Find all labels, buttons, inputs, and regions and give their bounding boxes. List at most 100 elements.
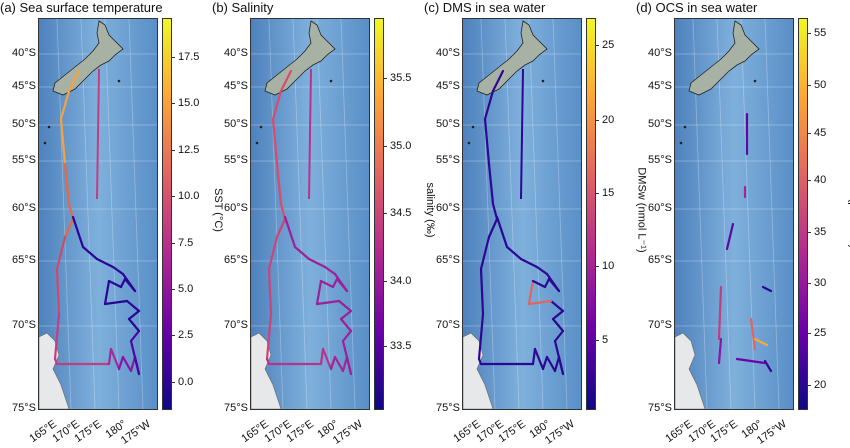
colorbar-tick-label: 35.5 [390,72,412,84]
colorbar-tick-label: 34.0 [390,275,412,287]
antarctica-landmass [39,332,70,409]
colorbar-tick-label: 15.0 [178,97,200,109]
track-segment [541,355,549,371]
track-segment [341,339,353,376]
map-panel-1: (a) Sea surface temperature 40°S 45°S 50°S 5… [0,0,224,448]
colorbar-tick-label: 40 [814,174,827,186]
colorbar-tick-mark [171,150,175,151]
latitude-label: 45°S [224,80,248,92]
new-zealand-landmass [688,20,760,96]
latitude-label: 40°S [436,47,460,59]
track-segment [479,235,491,271]
track-segment [129,339,141,376]
map-panel-2: (b) Salinity 40°S 45°S 50°S 55°S 60°S 65°S 70°S… [212,0,436,448]
colorbar-tick-mark [595,120,599,121]
track-segment [735,357,767,365]
colorbar-tick-mark [171,103,175,104]
colorbar-tick-mark [171,196,175,197]
map-area [674,18,794,410]
colorbar-tick-label: 35.0 [390,140,412,152]
map-svg [675,19,793,409]
track-segment [107,279,123,289]
colorbar-tick-mark [807,232,811,233]
latitude-label: 50°S [12,118,36,130]
track-segment [265,312,273,361]
latitude-label: 55°S [436,154,460,166]
colorbar-tick-mark [807,180,811,181]
panel-title: (d) OCS in sea water [636,0,758,15]
latitude-label: 75°S [12,402,36,414]
colorbar-tick-label: 12.5 [178,144,200,156]
latitude-label: 60°S [12,202,36,214]
track-segment [95,257,115,269]
track-segment [129,329,141,343]
track-segment [479,267,485,316]
track-segment [535,265,549,276]
track-segment [55,267,61,316]
panel-title: (b) Salinity [212,0,274,15]
map-area [462,18,582,410]
map-svg [39,19,157,409]
colorbar-tick-mark [807,33,811,34]
track-segment [341,329,353,343]
island [47,125,51,129]
track-segment [275,162,283,206]
colorbar-tick-label: 5 [602,334,609,346]
track-segment [763,359,773,373]
track-segment [520,68,524,200]
track-segment [545,355,557,373]
track-segment [487,217,499,239]
track-segment [527,299,553,306]
colorbar-tick-label: 34.5 [390,207,412,219]
colorbar-tick-label: 0.0 [178,376,194,388]
colorbar-tick-label: 30 [814,277,827,289]
track-segment [267,267,273,316]
track-segment [271,89,283,121]
colorbar [798,18,808,410]
colorbar-tick-mark [383,213,387,214]
track-segment [319,279,335,289]
colorbar-tick-mark [595,193,599,194]
track-segment [59,89,71,121]
island [329,79,333,83]
colorbar-tick-mark [383,281,387,282]
latitude-label: 70°S [648,319,672,331]
track-segment [275,217,287,239]
latitude-label: 55°S [224,154,248,166]
colorbar-tick-mark [807,133,811,134]
track-segment [331,277,339,289]
track-segment [119,277,127,289]
colorbar-tick-mark [171,289,175,290]
latitude-label: 60°S [436,202,460,214]
colorbar-tick-mark [595,266,599,267]
latitude-label: 65°S [12,254,36,266]
track-segment [308,68,312,200]
latitude-label: 75°S [224,402,248,414]
latitude-label: 75°S [436,402,460,414]
longitude-gridline [80,19,96,409]
track-segment [549,299,565,313]
longitude-gridline [716,19,732,409]
colorbar [586,18,596,410]
latitude-label: 65°S [224,254,248,266]
colorbar-tick-label: 20 [602,114,615,126]
colorbar-tick-label: 25 [602,39,615,51]
track-segment [483,117,491,166]
island [255,141,259,145]
ship-track [477,68,565,376]
longitude-gridline [128,19,144,409]
panel-title: (a) Sea surface temperature [0,0,163,15]
track-segment [519,257,539,269]
panel-title: (c) DMS in sea water [424,0,546,15]
latitude-label: 55°S [12,154,36,166]
track-segment [527,279,535,306]
track-segment [71,215,85,249]
latitude-label: 55°S [648,154,672,166]
island [471,125,475,129]
colorbar-tick-label: 35 [814,226,827,238]
colorbar-tick-label: 20 [814,379,827,391]
track-segment [337,299,353,313]
latitude-label: 40°S [12,47,36,59]
latitude-label: 70°S [436,319,460,331]
latitude-label: 70°S [12,319,36,331]
